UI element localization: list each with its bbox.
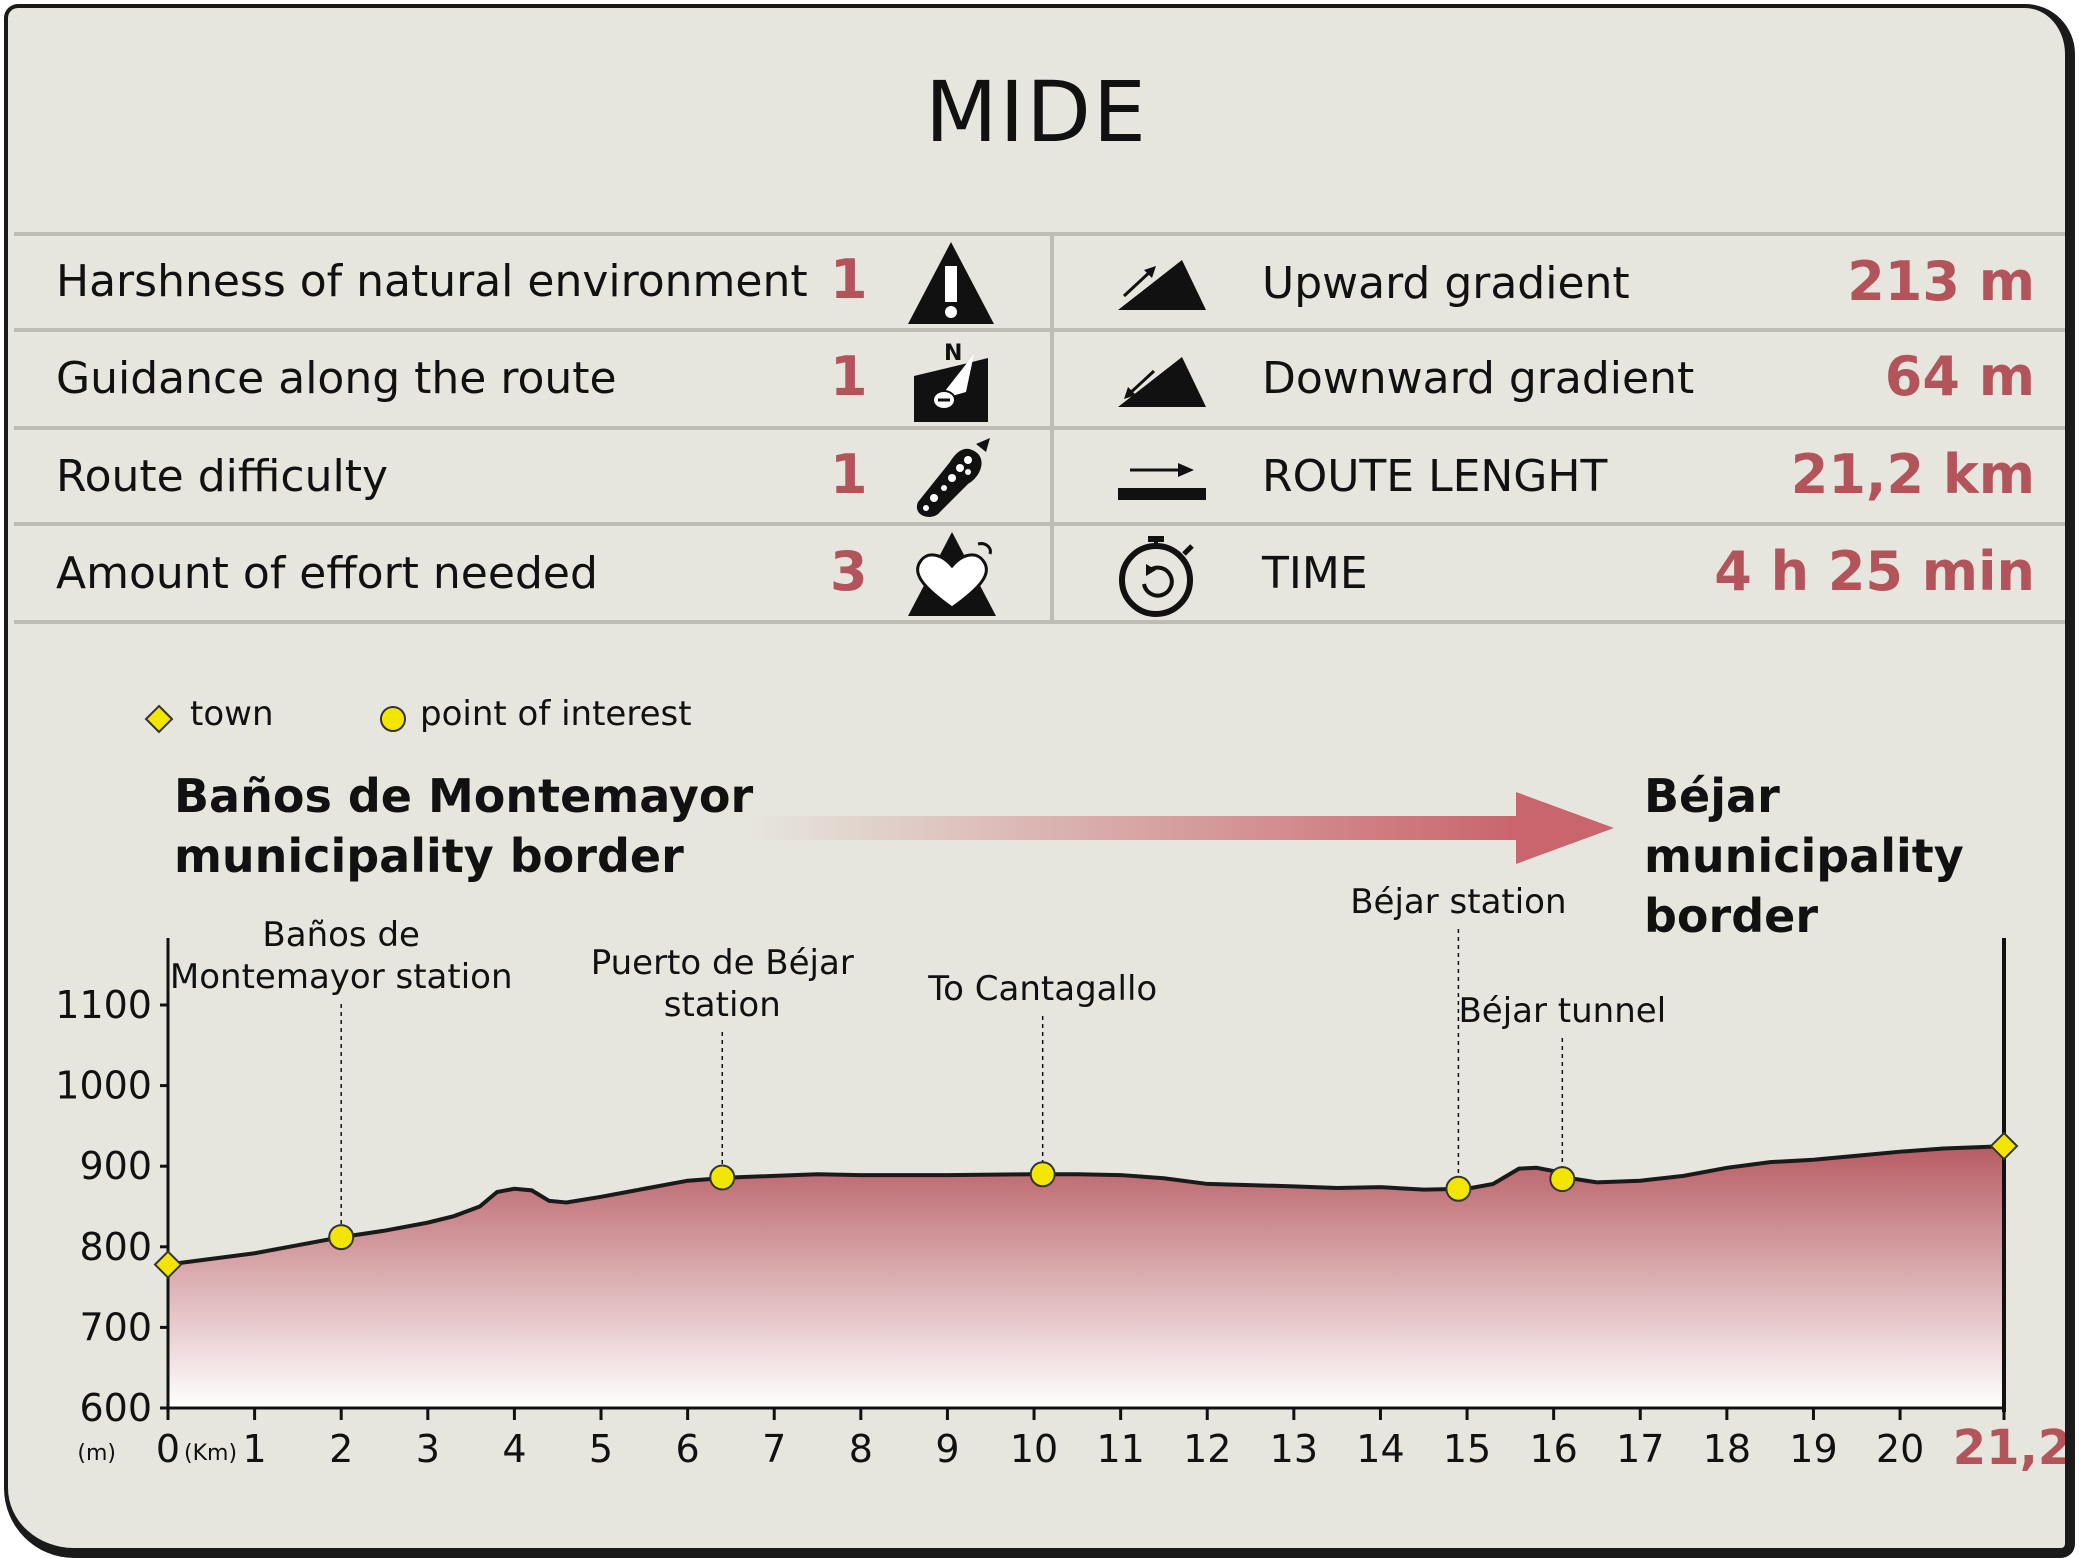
divider <box>14 620 2065 624</box>
stat-label-time: TIME <box>1262 548 1368 599</box>
stat-value-upward: 213 m <box>1847 250 2035 313</box>
mide-value-harshness: 1 <box>830 248 868 311</box>
stat-label-upward: Upward gradient <box>1262 258 1630 309</box>
legend-poi-label: point of interest <box>420 694 692 734</box>
x-tick-label: 8 <box>849 1427 873 1471</box>
town-marker <box>1989 1131 2019 1161</box>
mide-label-guidance: Guidance along the route <box>56 353 617 404</box>
compass-map-icon: N <box>914 341 988 422</box>
y-tick-label: 800 <box>79 1225 152 1269</box>
x-tick-label: 17 <box>1616 1427 1664 1471</box>
x-tick-label: 7 <box>762 1427 786 1471</box>
x-tick-label: 4 <box>502 1427 526 1471</box>
x-axis-unit: (Km) <box>184 1441 237 1466</box>
poi-marker <box>1549 1166 1576 1193</box>
x-tick-label: 1 <box>243 1427 267 1471</box>
upward-gradient-icon <box>1118 260 1206 310</box>
poi-label: To Cantagallo <box>927 969 1157 1009</box>
start-name: Baños de Montemayor municipality border <box>174 766 753 886</box>
elevation-line <box>167 1144 2005 1267</box>
mide-label-harshness: Harshness of natural environment <box>56 256 808 307</box>
stat-value-downward: 64 m <box>1884 345 2035 408</box>
stat-value-length: 21,2 km <box>1790 443 2035 506</box>
x-tick-label: 13 <box>1270 1427 1318 1471</box>
direction-arrow-icon <box>748 792 1614 864</box>
start-name-line: municipality border <box>174 829 684 883</box>
stopwatch-icon <box>1119 536 1194 617</box>
stat-label-downward: Downward gradient <box>1262 353 1695 404</box>
poi-label: Béjar tunnel <box>1458 991 1666 1031</box>
x-tick-label: 19 <box>1789 1427 1837 1471</box>
stat-label-length: ROUTE LENGHT <box>1262 451 1608 502</box>
poi-label: Béjar station <box>1350 882 1566 922</box>
y-axis-unit: (m) <box>77 1441 116 1466</box>
x-tick-label: 11 <box>1096 1427 1144 1471</box>
stat-value-time: 4 h 25 min <box>1714 540 2035 603</box>
x-tick-label: 2 <box>329 1427 353 1471</box>
x-end-label: 21,2 <box>1953 1420 2065 1476</box>
x-tick-label: 14 <box>1356 1427 1404 1471</box>
divider <box>14 232 2065 236</box>
heart-mountain-icon <box>908 532 996 616</box>
y-tick-label: 600 <box>79 1386 152 1430</box>
x-tick-label: 5 <box>589 1427 613 1471</box>
x-tick-label: 9 <box>935 1427 959 1471</box>
y-tick-label: 1000 <box>55 1064 152 1108</box>
x-tick-label: 18 <box>1703 1427 1751 1471</box>
poi-label: Baños de <box>262 915 420 955</box>
divider <box>14 426 2065 430</box>
divider <box>14 328 2065 332</box>
poi-label: station <box>664 985 781 1025</box>
x-tick-label: 6 <box>676 1427 700 1471</box>
boot-print-icon <box>916 438 990 517</box>
mide-value-effort: 3 <box>830 540 868 603</box>
x-tick-label: 0 <box>156 1427 180 1471</box>
y-tick-label: 900 <box>79 1144 152 1188</box>
poi-marker-icon <box>380 706 406 732</box>
x-tick-label: 12 <box>1183 1427 1231 1471</box>
legend-town-label: town <box>190 694 274 734</box>
svg-text:N: N <box>944 341 962 366</box>
town-marker <box>153 1250 183 1279</box>
x-tick-label: 15 <box>1443 1427 1491 1471</box>
route-length-icon <box>1118 463 1206 500</box>
poi-marker <box>709 1164 736 1191</box>
poi-marker <box>1445 1175 1472 1202</box>
x-tick-label: 16 <box>1529 1427 1577 1471</box>
poi-label: Montemayor station <box>170 957 513 997</box>
divider <box>1050 236 1054 622</box>
end-name-line: Béjar municipality <box>1644 769 1964 883</box>
downward-gradient-icon <box>1118 357 1206 407</box>
y-tick-label: 1100 <box>55 983 152 1027</box>
poi-label: Puerto de Béjar <box>591 943 854 983</box>
y-tick-label: 700 <box>79 1305 152 1349</box>
start-name-line: Baños de Montemayor <box>174 769 754 823</box>
poi-marker <box>1029 1161 1056 1188</box>
mide-label-effort: Amount of effort needed <box>56 548 598 599</box>
poi-marker <box>328 1224 355 1251</box>
page-title: MIDE <box>924 63 1148 161</box>
mide-card: MIDE Harshness of natural environment 1 … <box>4 4 2075 1558</box>
end-name-line: border <box>1644 889 1819 943</box>
x-tick-label: 3 <box>416 1427 440 1471</box>
x-tick-label: 10 <box>1010 1427 1058 1471</box>
town-marker-icon <box>144 704 174 734</box>
mide-value-difficulty: 1 <box>830 443 868 506</box>
mide-value-guidance: 1 <box>830 345 868 408</box>
mide-label-difficulty: Route difficulty <box>56 451 388 502</box>
divider <box>14 522 2065 526</box>
x-tick-label: 20 <box>1876 1427 1924 1471</box>
elevation-area <box>168 1146 2004 1408</box>
end-name: Béjar municipality border <box>1644 766 2065 946</box>
warning-mountain-icon <box>908 242 994 324</box>
